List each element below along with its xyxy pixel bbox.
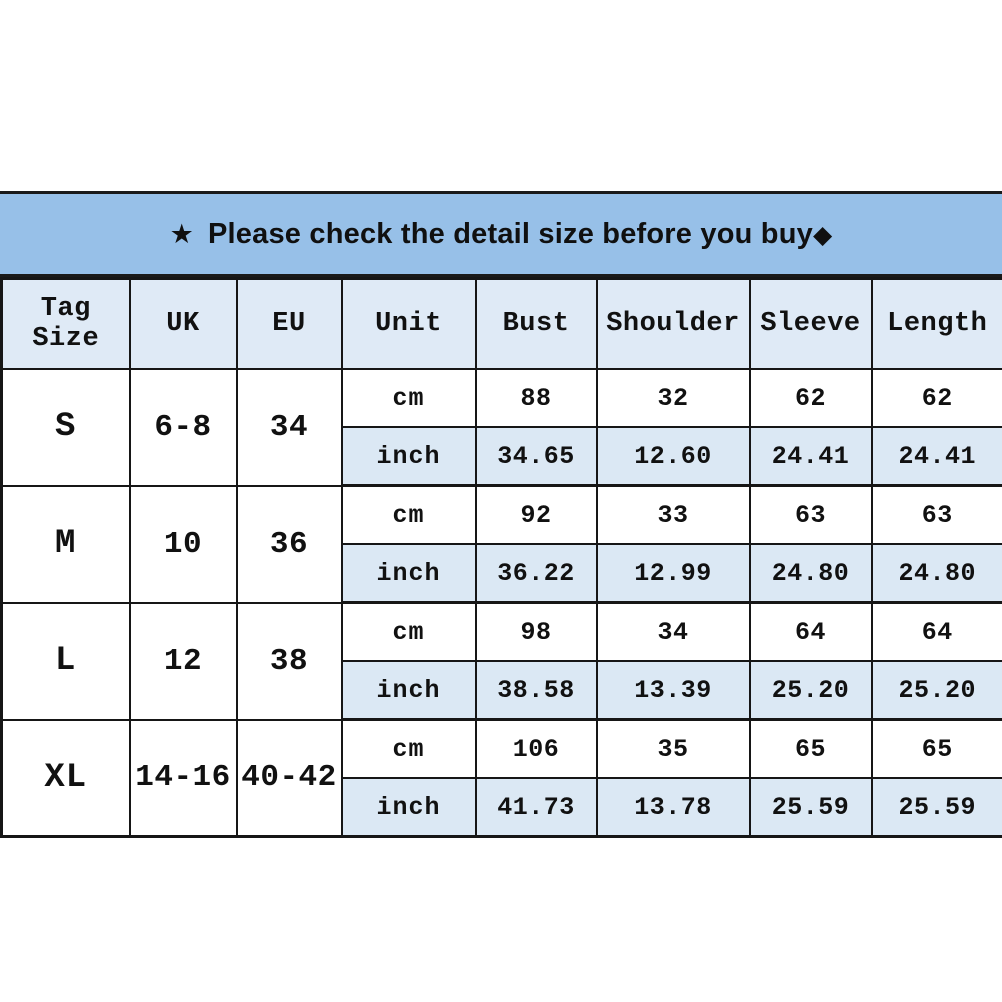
- cell-eu: 36: [235, 484, 343, 604]
- cell-bust-inch: 41.73: [474, 777, 598, 838]
- cell-eu: 40-42: [235, 718, 343, 838]
- cell-length-inch: 25.59: [870, 777, 1002, 838]
- cell-sleeve-inch: 25.59: [748, 777, 873, 838]
- cell-shoulder-inch: 12.99: [595, 543, 751, 604]
- column-header-length: Length: [870, 277, 1002, 370]
- cell-bust-cm: 88: [474, 368, 598, 428]
- cell-unit-cm: cm: [340, 368, 477, 428]
- cell-length-inch: 25.20: [870, 660, 1002, 721]
- cell-unit-cm: cm: [340, 718, 477, 779]
- cell-unit-cm: cm: [340, 484, 477, 545]
- cell-length-cm: 64: [870, 601, 1002, 662]
- cell-uk: 12: [128, 601, 238, 721]
- cell-tag-size: S: [0, 368, 131, 487]
- cell-shoulder-inch: 12.60: [595, 426, 751, 487]
- cell-shoulder-inch: 13.39: [595, 660, 751, 721]
- cell-unit-inch: inch: [340, 426, 477, 487]
- cell-sleeve-inch: 24.41: [748, 426, 873, 487]
- cell-bust-inch: 34.65: [474, 426, 598, 487]
- cell-tag-size: M: [0, 484, 131, 604]
- cell-length-cm: 65: [870, 718, 1002, 779]
- cell-shoulder-cm: 32: [595, 368, 751, 428]
- table-row: S 6-8 34 cm 88 32 62 62: [0, 368, 1002, 487]
- cell-length-inch: 24.80: [870, 543, 1002, 604]
- tag-size-line-1: Tag: [40, 293, 91, 324]
- cell-unit-inch: inch: [340, 660, 477, 721]
- cell-sleeve-inch: 24.80: [748, 543, 873, 604]
- cell-shoulder-inch: 13.78: [595, 777, 751, 838]
- column-header-shoulder: Shoulder: [595, 277, 751, 370]
- cell-unit-inch: inch: [340, 543, 477, 604]
- notice-banner-text: ★ Please check the detail size before you…: [170, 218, 833, 251]
- cell-sleeve-cm: 64: [748, 601, 873, 662]
- size-chart: ★ Please check the detail size before you…: [0, 191, 1002, 838]
- cell-bust-cm: 92: [474, 484, 598, 545]
- cell-sleeve-cm: 62: [748, 368, 873, 428]
- notice-banner: ★ Please check the detail size before you…: [0, 191, 1002, 277]
- cell-uk: 14-16: [128, 718, 238, 838]
- cell-bust-cm: 98: [474, 601, 598, 662]
- cell-uk: 6-8: [128, 368, 238, 487]
- column-header-unit: Unit: [340, 277, 477, 370]
- cell-tag-size: L: [0, 601, 131, 721]
- table-row: inch 34.65 12.60 24.41 24.41: [2, 426, 1002, 487]
- table-header-row: Tag Size UK EU Unit Bust Shoulder Sleeve…: [0, 277, 1002, 370]
- tag-size-line-2: Size: [32, 324, 100, 354]
- cell-uk: 10: [128, 484, 238, 604]
- table-row: inch 38.58 13.39 25.20 25.20: [2, 660, 1002, 721]
- table-row: inch 41.73 13.78 25.59 25.59: [2, 777, 1002, 838]
- table-row: XL 14-16 40-42 cm 106 35 65 65: [0, 718, 1002, 838]
- cell-length-inch: 24.41: [870, 426, 1002, 487]
- cell-length-cm: 63: [870, 484, 1002, 545]
- cell-unit-cm: cm: [340, 601, 477, 662]
- cell-bust-cm: 106: [474, 718, 598, 779]
- notice-message: Please check the detail size before you …: [208, 217, 813, 250]
- cell-eu: 38: [235, 601, 343, 721]
- measurements-table: Tag Size UK EU Unit Bust Shoulder Sleeve…: [0, 277, 1002, 838]
- cell-eu: 34: [235, 368, 343, 487]
- cell-tag-size: XL: [0, 718, 131, 838]
- column-header-eu: EU: [235, 277, 343, 370]
- cell-shoulder-cm: 35: [595, 718, 751, 779]
- table-row: inch 36.22 12.99 24.80 24.80: [2, 543, 1002, 604]
- cell-sleeve-cm: 63: [748, 484, 873, 545]
- cell-sleeve-cm: 65: [748, 718, 873, 779]
- column-header-bust: Bust: [474, 277, 598, 370]
- cell-bust-inch: 36.22: [474, 543, 598, 604]
- cell-unit-inch: inch: [340, 777, 477, 838]
- cell-sleeve-inch: 25.20: [748, 660, 873, 721]
- cell-bust-inch: 38.58: [474, 660, 598, 721]
- cell-shoulder-cm: 33: [595, 484, 751, 545]
- table-row: M 10 36 cm 92 33 63 63: [0, 484, 1002, 604]
- column-header-sleeve: Sleeve: [748, 277, 873, 370]
- cell-shoulder-cm: 34: [595, 601, 751, 662]
- cell-length-cm: 62: [870, 368, 1002, 428]
- star-icon: ★: [169, 218, 194, 249]
- column-header-uk: UK: [128, 277, 238, 370]
- diamond-icon: ◆: [812, 220, 833, 249]
- table-row: L 12 38 cm 98 34 64 64: [0, 601, 1002, 721]
- column-header-tag-size: Tag Size: [0, 277, 131, 370]
